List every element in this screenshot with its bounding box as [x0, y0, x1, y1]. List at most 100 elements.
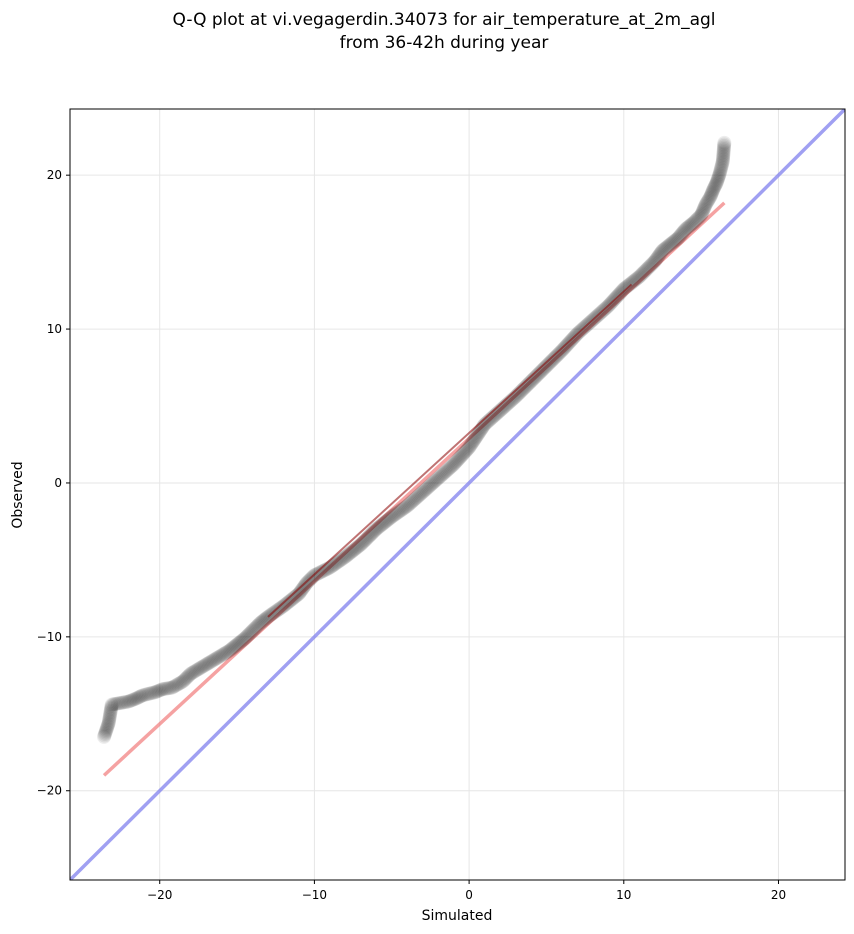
- quantile-point: [329, 556, 344, 571]
- quantile-point: [346, 543, 361, 558]
- quantile-point: [151, 683, 166, 698]
- quantile-point: [173, 676, 188, 691]
- quantile-point: [547, 351, 562, 366]
- quantile-point: [192, 661, 207, 676]
- quantile-point: [215, 647, 230, 662]
- quantile-point: [273, 600, 288, 615]
- quantile-point: [177, 673, 192, 688]
- quantile-point: [340, 547, 355, 562]
- quantile-point: [713, 165, 728, 180]
- quantile-point: [296, 580, 311, 595]
- quantile-point: [539, 359, 554, 373]
- quantile-point: [680, 220, 695, 235]
- quantile-point: [107, 697, 122, 712]
- quantile-point: [281, 595, 296, 610]
- quantile-point: [208, 652, 223, 667]
- quantile-point: [114, 695, 129, 710]
- quantile-point: [388, 507, 403, 522]
- quantile-point: [289, 588, 304, 603]
- quantile-point: [679, 221, 694, 236]
- quantile-point: [155, 682, 170, 697]
- quantile-point: [462, 439, 477, 454]
- quantile-point: [165, 680, 180, 695]
- quantile-point: [716, 148, 731, 163]
- quantile-point: [432, 470, 447, 485]
- quantile-point: [278, 597, 293, 612]
- quantile-point: [230, 637, 245, 652]
- quantile-point: [160, 681, 175, 696]
- quantile-point: [428, 473, 443, 488]
- quantile-point: [703, 188, 718, 203]
- quantile-point: [255, 614, 270, 629]
- quantile-point: [448, 455, 463, 470]
- quantile-point: [537, 361, 552, 376]
- quantile-point: [199, 657, 214, 672]
- quantile-point: [347, 542, 362, 557]
- quantile-point: [130, 690, 145, 705]
- quantile-point: [104, 700, 119, 715]
- quantile-point: [131, 690, 146, 705]
- quantile-point: [410, 489, 425, 504]
- quantile-point: [272, 601, 287, 616]
- quantile-point: [186, 665, 201, 680]
- quantile-point: [403, 495, 418, 510]
- quantile-point: [701, 192, 716, 207]
- quantile-point: [550, 348, 565, 363]
- quantile-point: [354, 536, 369, 551]
- quantile-point: [182, 667, 197, 682]
- quantile-point: [375, 517, 390, 532]
- quantile-point: [297, 578, 312, 593]
- quantile-point: [133, 689, 148, 704]
- quantile-point: [465, 435, 480, 450]
- quantile-point: [433, 469, 448, 484]
- quantile-point: [415, 485, 430, 500]
- quantile-point: [619, 280, 634, 295]
- quantile-point: [146, 685, 161, 700]
- quantile-point: [716, 146, 731, 161]
- quantile-point: [527, 371, 542, 386]
- quantile-point: [649, 251, 664, 266]
- quantile-point: [135, 688, 150, 703]
- quantile-point: [468, 430, 483, 445]
- quantile-point: [331, 554, 346, 569]
- quantile-point: [532, 365, 547, 380]
- quantile-point: [252, 617, 267, 632]
- quantile-point: [217, 646, 232, 661]
- quantile-point: [241, 628, 256, 643]
- quantile-point: [549, 349, 564, 364]
- quantile-point: [716, 149, 731, 164]
- quantile-point: [444, 459, 459, 474]
- x-tick-label: 10: [616, 888, 631, 902]
- quantile-point: [128, 691, 143, 706]
- quantile-point: [684, 217, 699, 232]
- quantile-point: [655, 243, 670, 258]
- quantile-point: [635, 266, 650, 281]
- quantile-point: [187, 664, 202, 679]
- quantile-point: [541, 356, 556, 371]
- quantile-point: [353, 537, 368, 552]
- quantile-point: [129, 691, 144, 706]
- quantile-point: [472, 425, 487, 440]
- quantile-point: [343, 546, 358, 561]
- quantile-point: [556, 341, 571, 356]
- quantile-point: [713, 162, 728, 177]
- quantile-point: [225, 641, 240, 656]
- quantile-point: [387, 508, 402, 523]
- quantile-point: [443, 460, 458, 475]
- quantile-point: [690, 211, 705, 226]
- quantile-point: [716, 143, 731, 158]
- quantile-point: [223, 642, 238, 657]
- quantile-point: [440, 462, 455, 477]
- quantile-point: [382, 511, 397, 526]
- quantile-point: [446, 457, 461, 472]
- quantile-point: [102, 712, 117, 727]
- quantile-point: [205, 653, 220, 668]
- quantile-point: [631, 270, 646, 285]
- quantile-point: [686, 215, 701, 230]
- quantile-point: [620, 279, 635, 294]
- quantile-point: [445, 458, 460, 473]
- quantile-point: [314, 564, 329, 579]
- quantile-point: [536, 362, 551, 377]
- quantile-point: [713, 163, 728, 178]
